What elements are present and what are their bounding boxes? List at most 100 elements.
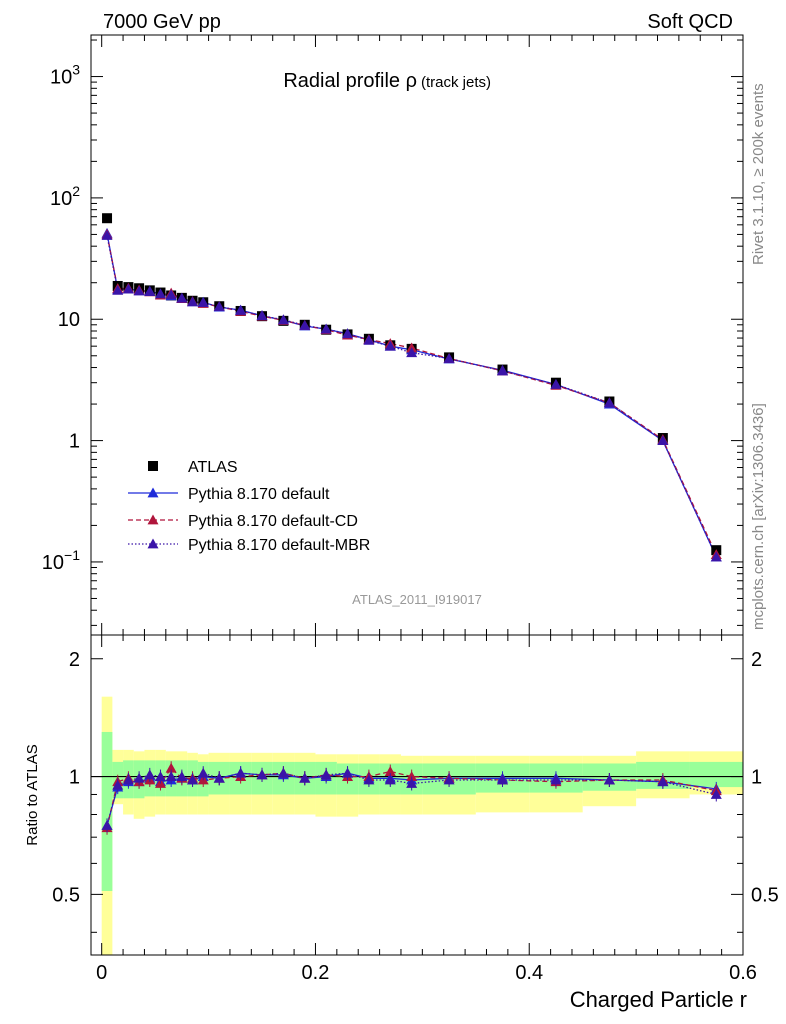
ratio-point [154, 771, 166, 781]
mc-point [176, 292, 188, 303]
mc-point [256, 310, 268, 321]
ratio-point [363, 774, 375, 785]
ratio-y-tick-label-right: 2 [751, 649, 762, 671]
ratio-y-tick-label: 0.5 [52, 884, 80, 906]
mc-point [154, 288, 166, 299]
ratio-point [165, 762, 177, 773]
ratio-point [165, 771, 177, 781]
mc-point [133, 285, 145, 296]
mc-point [710, 551, 722, 562]
series-line [106, 234, 717, 555]
header-left: 7000 GeV pp [103, 11, 221, 33]
source-label: mcplots.cern.ch [arXiv:1306.3436] [750, 403, 767, 630]
mc-point [165, 289, 177, 300]
mc-point [363, 334, 375, 345]
ratio-y-tick-label-right: 0.5 [751, 884, 779, 906]
x-tick-label: 0 [96, 962, 107, 984]
ratio-y-tick-label-right: 1 [751, 767, 762, 789]
mc-point [497, 365, 509, 376]
header-right: Soft QCD [647, 11, 733, 33]
x-tick-label: 0.6 [729, 962, 757, 984]
ratio-point [406, 771, 418, 781]
legend-label: Pythia 8.170 default [188, 486, 330, 503]
mc-point [144, 286, 156, 296]
ratio-point [101, 819, 113, 830]
ratio-point [406, 778, 418, 788]
mc-point [213, 301, 225, 312]
x-tick-label: 0.4 [515, 962, 543, 984]
ratio-frame [90, 634, 744, 956]
mc-point [320, 323, 332, 334]
ratio-point [320, 769, 332, 780]
ratio-point [443, 774, 455, 785]
series-line [106, 233, 717, 558]
mc-point [384, 340, 396, 351]
ratio-point [497, 774, 509, 785]
ratio-point [122, 774, 134, 785]
mc-point [406, 347, 418, 358]
legend-marker [147, 538, 159, 549]
y-tick-label: 1 [69, 431, 80, 453]
legend-marker-atlas [148, 461, 158, 471]
mc-point [112, 284, 124, 295]
mc-point [187, 296, 199, 307]
mc-point [277, 314, 289, 325]
y-tick-label: 102 [50, 183, 80, 210]
legend-label: Pythia 8.170 default-MBR [188, 537, 370, 554]
ratio-point [197, 767, 209, 778]
y-tick-label: 10−1 [42, 547, 80, 574]
ratio-point [277, 767, 289, 778]
ratio-point [112, 779, 124, 790]
mc-point [342, 328, 354, 339]
series-line [106, 235, 717, 558]
ratio-point [235, 767, 247, 778]
y-tick-label: 103 [50, 62, 80, 89]
ratio-point [550, 774, 562, 785]
ratio-point [187, 774, 199, 785]
ratio-point [144, 769, 156, 780]
stat-band [101, 731, 113, 892]
ratio-y-tick-label: 1 [69, 767, 80, 789]
ratio-point [657, 776, 669, 787]
mc-point [657, 435, 669, 445]
ratio-point [603, 774, 615, 785]
main-panel: 10−1 1 10 102 103 Radial profile ρ (track je… [42, 34, 744, 636]
ratio-series-layer [101, 761, 722, 835]
y-axis-label: Ratio to ATLAS [24, 744, 41, 845]
atlas-data-point [102, 213, 113, 224]
mc-point [122, 283, 134, 294]
mc-point [299, 319, 311, 330]
x-tick-label: 0.2 [302, 962, 330, 984]
ratio-y-tick-label: 2 [69, 649, 80, 671]
mc-point [235, 305, 247, 315]
x-axis-label: Charged Particle r [570, 987, 747, 1012]
legend-marker [147, 487, 159, 498]
legend-label: ATLAS [188, 459, 238, 476]
ratio-panel: 0.5 0.5 1 1 2 2 0 0.2 0.4 0.6 Ratio to ATLAS Char… [24, 634, 779, 1012]
ratio-uncertainty-bands [91, 696, 743, 955]
y-tick-label: 10 [58, 309, 80, 331]
rivet-version-label: Rivet 3.1.10, ≥ 200k events [750, 83, 767, 265]
mc-point [101, 229, 113, 240]
mc-point [603, 397, 615, 408]
main-series-layer [101, 213, 722, 562]
main-axis-ticks: 10−1 1 10 102 103 [42, 35, 744, 635]
ratio-point [256, 769, 268, 780]
ratio-point [133, 772, 145, 783]
ratio-point [710, 788, 722, 799]
ratio-point [213, 772, 225, 783]
ratio-axis-ticks: 0.5 0.5 1 1 2 2 0 0.2 0.4 0.6 [52, 635, 779, 984]
plot-title: Radial profile ρ [283, 70, 417, 92]
plot-title-suffix: (track jets) [421, 74, 491, 91]
ratio-point [176, 771, 188, 781]
mc-point [443, 352, 455, 363]
legend-label: Pythia 8.170 default-CD [188, 513, 358, 530]
legend: ATLAS Pythia 8.170 default Pythia 8.170 de… [128, 459, 370, 554]
legend-marker [147, 514, 159, 525]
ratio-point [384, 766, 396, 776]
analysis-watermark: ATLAS_2011_I919017 [352, 592, 482, 607]
mc-point [197, 297, 209, 308]
ratio-point [384, 774, 396, 785]
ratio-point [299, 772, 311, 783]
